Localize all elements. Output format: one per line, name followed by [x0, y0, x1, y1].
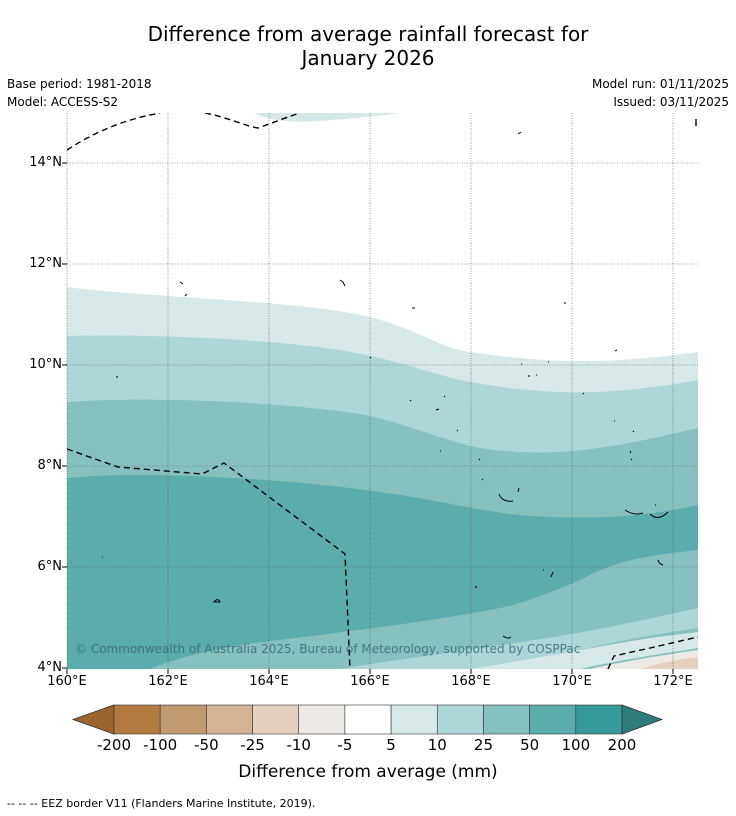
colorbar-tick-label: 5 — [386, 736, 396, 754]
colorbar-tick-label: 200 — [607, 736, 637, 754]
colorbar-tick-label: 50 — [520, 736, 540, 754]
lat-label-12: 12°N — [29, 256, 62, 271]
colorbar-swatch — [344, 704, 392, 735]
copyright-notice: © Commonwealth of Australia 2025, Bureau… — [75, 642, 581, 656]
colorbar-tick-label: -50 — [194, 736, 219, 754]
contour-band-dry-corner-inner — [640, 657, 698, 669]
meta-right: Model run: 01/11/2025 Issued: 03/11/2025 — [592, 75, 729, 111]
graticule — [66, 113, 698, 669]
colorbar-swatch — [575, 704, 623, 735]
eez-borders — [67, 113, 698, 669]
colorbar-swatch — [159, 704, 207, 735]
eez-border-southeast — [607, 636, 698, 669]
colorbar-tick-label: -25 — [240, 736, 265, 754]
base-period: Base period: 1981-2018 — [7, 77, 152, 91]
lon-label-164: 164°E — [249, 674, 289, 689]
colorbar — [71, 704, 664, 735]
colorbar-swatch — [436, 704, 484, 735]
colorbar-tick-label: -100 — [143, 736, 178, 754]
colorbar-swatch — [483, 704, 530, 735]
colorbar-tick-label: -10 — [286, 736, 311, 754]
meta-left: Base period: 1981-2018 Model: ACCESS-S2 — [7, 75, 152, 111]
lon-label-166: 166°E — [350, 674, 390, 689]
colorbar-tick-label: 10 — [427, 736, 447, 754]
lon-label-168: 168°E — [451, 674, 491, 689]
colorbar-swatch — [113, 704, 161, 735]
eez-legend: -- -- -- EEZ border V11 (Flanders Marine… — [7, 797, 316, 810]
island — [102, 131, 669, 639]
lat-label-6: 6°N — [37, 559, 63, 574]
colorbar-tick-label: 100 — [561, 736, 591, 754]
title-line-1: Difference from average rainfall forecas… — [147, 22, 589, 46]
title-line-2: January 2026 — [301, 46, 435, 70]
colorbar-swatch — [206, 704, 253, 735]
lat-label-4: 4°N — [37, 660, 63, 675]
rainfall-field — [67, 113, 698, 669]
colorbar-tick-label: 25 — [473, 736, 493, 754]
colorbar-extend-high — [621, 704, 664, 735]
eez-border-north — [67, 113, 301, 151]
colorbar-title: Difference from average (mm) — [238, 762, 498, 782]
axis-ticks — [62, 162, 674, 674]
colorbar-extend-low — [71, 704, 115, 735]
colorbar-swatch — [529, 704, 577, 735]
model-run: Model run: 01/11/2025 — [591, 77, 729, 91]
colorbar-swatch — [298, 704, 346, 735]
contour-band-50-100 — [67, 475, 698, 669]
contour-band-25-50-south — [150, 552, 698, 669]
contour-band-10-25-south — [340, 608, 698, 669]
islands — [102, 131, 669, 639]
model-name: Model: ACCESS-S2 — [7, 95, 119, 109]
colorbar-swatch — [252, 704, 300, 735]
lon-label-160: 160°E — [47, 674, 87, 689]
contour-band-5-10-south — [470, 632, 698, 669]
colorbar-tick-label: -200 — [96, 736, 132, 754]
lat-label-14: 14°N — [29, 155, 62, 170]
lon-label-172: 172°E — [653, 674, 693, 689]
lat-label-10: 10°N — [29, 357, 62, 372]
lat-label-8: 8°N — [37, 458, 63, 473]
colorbar-tick-label: -5 — [337, 736, 353, 754]
eez-border-west — [67, 448, 351, 669]
issued-date: Issued: 03/11/2025 — [613, 95, 729, 109]
colorbar-swatch — [390, 704, 438, 735]
lon-label-162: 162°E — [148, 674, 188, 689]
lon-label-170: 170°E — [552, 674, 592, 689]
chart-title: Difference from average rainfall forecas… — [0, 22, 736, 70]
